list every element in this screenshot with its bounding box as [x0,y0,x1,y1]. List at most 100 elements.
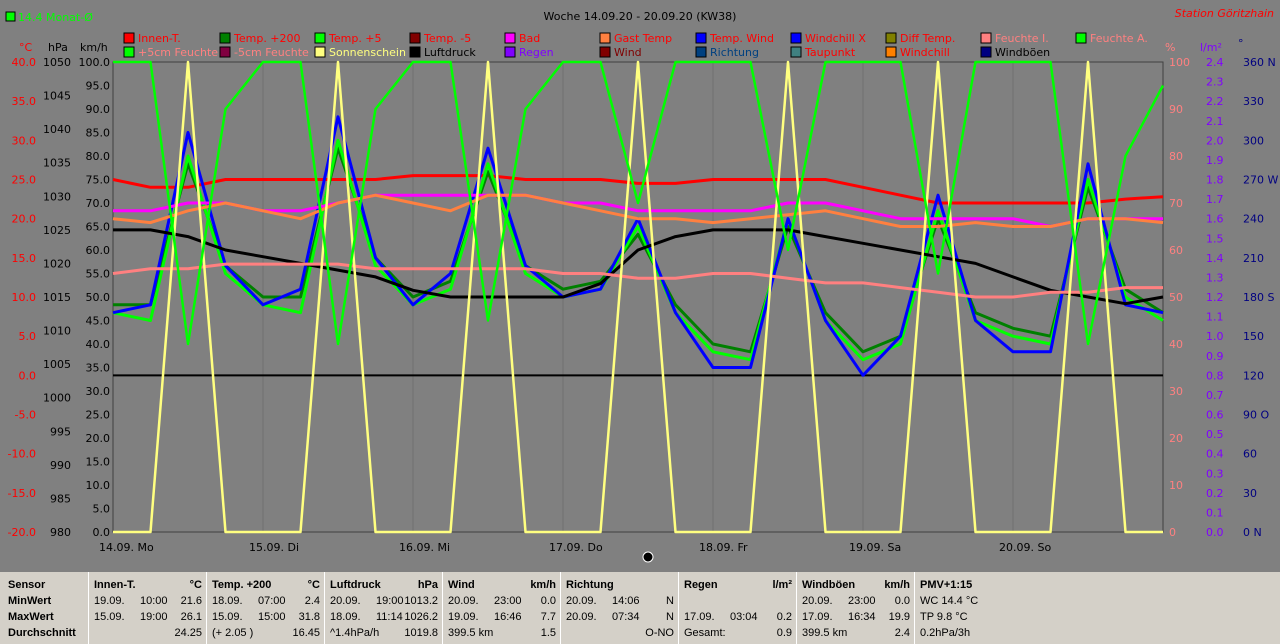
cell-time: 16:46 [494,611,522,623]
rain-tick-label: 1.1 [1206,311,1224,324]
row-label: MinWert [8,595,52,607]
cell-date: (+ 2.05 ) [212,627,254,639]
legend-swatch [885,46,897,58]
humidity-tick-label: 80 [1169,150,1183,163]
cell-value: 31.8 [298,611,320,623]
speed-tick-label: 100.0 [79,56,111,69]
legend-label: Sonnenschein [329,46,406,59]
speed-tick-label: 60.0 [86,244,111,257]
legend-label: Regen [519,46,554,59]
rain-tick-label: 1.0 [1206,330,1224,343]
series-line-bad [113,193,1163,228]
humidity-tick-label: 100 [1169,56,1190,69]
humidity-tick-label: 20 [1169,432,1183,445]
column-header: PMV+1:15 [920,579,973,591]
cell-date: Gesamt: [684,627,726,639]
humidity-tick-label: 10 [1169,479,1183,492]
rain-tick-label: 0.8 [1206,369,1224,382]
humidity-tick-label: 30 [1169,385,1183,398]
direction-tick-label: 210 [1243,252,1264,265]
column-header: Richtung [566,579,614,591]
legend-swatch [1075,32,1087,44]
cell-time: 19:00 [140,611,168,623]
cell-time: 03:04 [730,611,758,623]
cell-value: 16.45 [292,627,320,639]
row-label: Durchschnitt [8,627,76,639]
speed-tick-label: 85.0 [86,127,111,140]
direction-unit: ° [1238,37,1244,50]
rain-tick-label: 1.3 [1206,271,1224,284]
cell-time: 14:06 [612,595,640,607]
speed-tick-label: 10.0 [86,479,111,492]
direction-tick-label: 360 N [1243,56,1276,69]
speed-tick-label: 55.0 [86,268,111,281]
cell-date: 399.5 km [802,627,848,639]
rain-tick-label: 2.1 [1206,115,1224,128]
speed-tick-label: 20.0 [86,432,111,445]
series-line-luftdruck [113,228,1164,306]
legend-swatch [123,46,135,58]
humidity-tick-label: 40 [1169,338,1183,351]
legend-label: Temp. +5 [328,32,382,45]
day-label: 17.09. Do [549,541,603,554]
rain-tick-label: 2.3 [1206,76,1224,89]
cell-date: 20.09. [566,595,597,607]
pressure-tick-label: 1025 [43,224,71,237]
pressure-tick-label: 1040 [43,123,71,136]
rain-tick-label: 2.0 [1206,134,1224,147]
cell-time: 07:34 [612,611,640,623]
humidity-tick-label: 60 [1169,244,1183,257]
row-label: MaxWert [8,611,54,623]
speed-tick-label: 80.0 [86,150,111,163]
rain-tick-label: 1.7 [1206,193,1224,206]
rain-tick-label: 0.5 [1206,428,1224,441]
cell-date: 0.2hPa/3h [920,627,971,639]
rain-unit: l/m² [1200,41,1222,54]
column-unit: hPa [417,579,438,591]
cell-value: 0.2 [776,611,792,623]
cell-value: 2.4 [304,595,320,607]
legend-swatch [790,32,802,44]
temp-tick-label: 10.0 [12,291,37,304]
pressure-tick-label: 1000 [43,392,71,405]
legend-swatch [123,32,135,44]
speed-tick-label: 65.0 [86,221,111,234]
rain-tick-label: 1.4 [1206,252,1224,265]
direction-tick-label: 60 [1243,448,1257,461]
station-name: Station Göritzhain [1175,7,1274,20]
temp-tick-label: 30.0 [12,134,37,147]
series-line-temp-200 [113,146,1164,354]
rain-tick-label: 1.5 [1206,232,1224,245]
table-column [914,572,1033,644]
table-column [678,572,797,644]
legend-swatch [980,46,992,58]
legend-label: Gast Temp [614,32,672,45]
rain-tick-label: 2.4 [1206,56,1224,69]
speed-tick-label: 75.0 [86,174,111,187]
cell-date: 20.09. [330,595,361,607]
legend-label: Innen-T. [138,32,181,45]
pressure-tick-label: 1030 [43,190,71,203]
speed-tick-label: 70.0 [86,197,111,210]
cell-value: 19.9 [888,611,910,623]
cell-value: N [666,595,674,607]
column-unit: °C [307,579,320,591]
cell-date: WC 14.4 °C [920,595,979,607]
column-header: Luftdruck [330,579,381,591]
column-header: Temp. +200 [212,579,272,591]
pressure-tick-label: 990 [50,459,71,472]
cell-value: 0.0 [894,595,910,607]
rain-tick-label: 1.2 [1206,291,1224,304]
legend-swatch [409,46,421,58]
cell-date: ^1.4hPa/h [330,627,380,639]
speed-tick-label: 45.0 [86,315,111,328]
legend-swatch [504,32,516,44]
temp-tick-label: 15.0 [12,252,37,265]
temp-tick-label: 35.0 [12,95,37,108]
temp-tick-label: -20.0 [8,526,36,539]
humidity-tick-label: 0 [1169,526,1176,539]
cell-value: 0.0 [540,595,556,607]
pressure-tick-label: 1020 [43,257,71,270]
avg-swatch [5,11,16,22]
direction-tick-label: 300 [1243,134,1264,147]
